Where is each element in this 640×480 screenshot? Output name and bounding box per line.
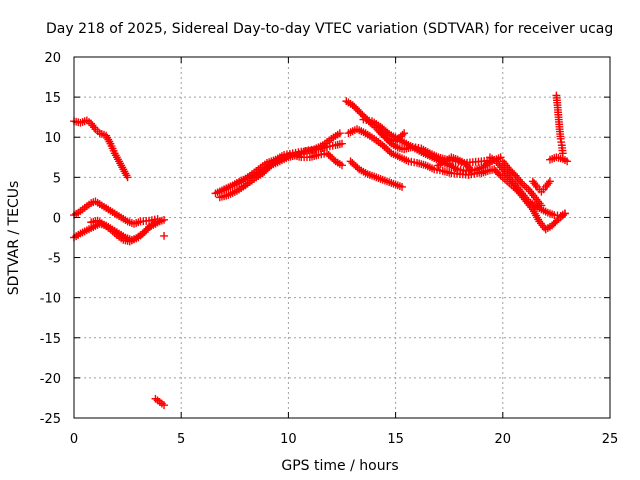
series-arc-4 [87,216,160,246]
chart-title: Day 218 of 2025, Sidereal Day-to-day VTE… [46,21,613,37]
y-tick-label: 5 [53,171,61,186]
data-point [558,149,567,158]
data-point [561,209,569,218]
series-arc-2 [70,197,162,228]
x-tick-label: 5 [177,432,185,447]
data-point [338,161,346,170]
data-point [160,231,168,240]
series-arc-5 [151,394,168,410]
series-arc-15 [434,153,475,174]
y-tick-label: -15 [40,332,61,347]
y-tick-label: 0 [53,211,61,226]
data-point [335,129,344,138]
data-point [466,165,475,174]
y-tick-label: 20 [44,51,61,66]
y-axis-title: SDTVAR / TECUs [6,181,22,296]
series-arc-17 [477,165,569,234]
series-arc-1 [70,116,132,182]
data-point [563,157,572,166]
ticks: 0 5 10 15 20 25 -25 -20 -15 -10 -5 0 5 10 15 20 [40,51,619,447]
y-tick-label: 15 [44,91,61,106]
series-arc-14 [374,126,409,146]
y-tick-label: 10 [44,131,61,146]
data-point [400,129,409,138]
x-tick-label: 15 [387,432,404,447]
series-arc-21 [552,91,567,158]
series-arc-9 [220,149,346,194]
series-arc-19 [528,177,554,196]
data-point [398,183,406,191]
x-tick-label: 10 [280,432,297,447]
data-point [160,215,168,224]
series-arc-12 [346,157,406,191]
x-tick-label: 25 [602,432,619,447]
series-arc-6 [160,231,168,240]
plot-frame [73,56,611,419]
series-arc-20 [546,153,572,166]
data-point [546,177,554,186]
x-tick-label: 20 [495,432,512,447]
data-point [151,219,160,228]
data-point [338,139,346,148]
data-point [496,153,505,162]
x-tick-label: 0 [70,432,78,447]
data-point [123,173,132,182]
data-marks [70,91,572,410]
y-tick-label: -25 [40,412,61,427]
data-point [160,401,168,410]
series-arc-18 [498,157,546,210]
y-tick-label: -10 [40,292,61,307]
data-point [537,201,546,210]
x-axis-title: GPS time / hours [281,458,398,474]
y-tick-label: -20 [40,372,61,387]
y-tick-label: -5 [48,252,61,267]
